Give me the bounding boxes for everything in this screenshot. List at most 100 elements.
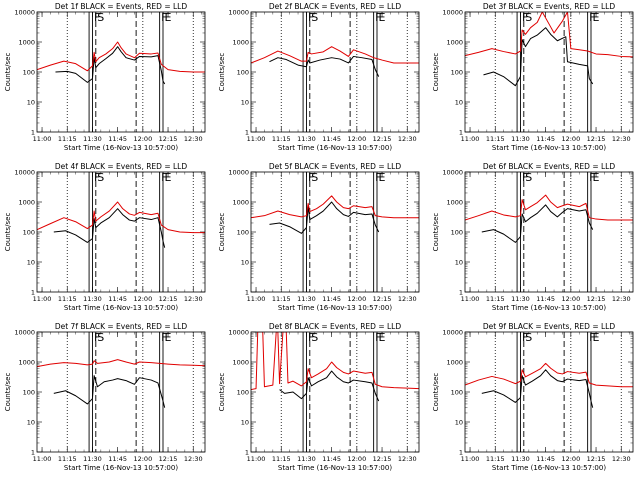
event-marker-label: S: [525, 331, 532, 344]
x-tick-label: 11:45: [108, 135, 127, 143]
x-axis-title: Start Time (16-Nov-13 10:57:00): [278, 144, 392, 152]
x-tick-label: 11:30: [511, 295, 530, 303]
x-tick-label: 12:30: [398, 455, 417, 463]
x-tick-label: 12:00: [347, 455, 366, 463]
x-axis-title: Start Time (16-Nov-13 10:57:00): [492, 144, 606, 152]
plot-frame: [36, 331, 206, 453]
series-line-events: [279, 370, 380, 402]
x-tick-label: 12:15: [159, 135, 178, 143]
y-tick-label: 10: [241, 98, 249, 106]
x-axis-title: Start Time (16-Nov-13 10:57:00): [64, 464, 178, 472]
x-tick-label: 11:45: [536, 455, 555, 463]
x-tick-label: 11:15: [272, 455, 291, 463]
panel-title: Det 5f BLACK = Events, RED = LLD: [269, 162, 402, 171]
panel-title: Det 3f BLACK = Events, RED = LLD: [483, 2, 616, 11]
x-tick-label: 11:45: [536, 135, 555, 143]
event-marker-label: F: [375, 331, 381, 344]
y-axis-title: Counts/sec: [218, 53, 226, 92]
x-tick-label: 11:00: [461, 455, 480, 463]
y-tick-label: 10: [241, 258, 249, 266]
y-tick-label: 10: [27, 418, 35, 426]
series-line-events: [269, 55, 380, 77]
y-axis-title: Counts/sec: [432, 373, 440, 412]
event-marker-label: F: [522, 171, 528, 184]
x-tick-label: 11:15: [486, 455, 505, 463]
y-tick-label: 100: [237, 228, 249, 236]
x-tick-label: 12:00: [561, 455, 580, 463]
event-marker-label: F: [161, 11, 167, 24]
plot-frame: [250, 11, 420, 133]
x-axis-title: Start Time (16-Nov-13 10:57:00): [278, 304, 392, 312]
event-marker-label: F: [375, 171, 381, 184]
x-tick-label: 11:30: [297, 135, 316, 143]
event-marker-label: F: [522, 331, 528, 344]
y-axis-title: Counts/sec: [4, 53, 12, 92]
event-marker-label: S: [311, 11, 318, 24]
y-tick-label: 10: [455, 258, 463, 266]
event-marker-label: F: [589, 171, 595, 184]
y-tick-label: 10000: [228, 8, 249, 16]
plot-frame: [464, 331, 634, 453]
y-tick-label: 100: [23, 68, 35, 76]
x-tick-label: 11:30: [297, 295, 316, 303]
event-marker-label: F: [94, 171, 100, 184]
x-tick-label: 12:15: [159, 295, 178, 303]
x-tick-label: 11:45: [536, 295, 555, 303]
y-tick-label: 10: [27, 258, 35, 266]
panel-title: Det 7f BLACK = Events, RED = LLD: [55, 322, 188, 331]
x-tick-label: 12:15: [373, 455, 392, 463]
panel-title: Det 6f BLACK = Events, RED = LLD: [483, 162, 616, 171]
y-tick-label: 1: [245, 288, 249, 296]
event-marker-label: E: [379, 11, 386, 24]
y-tick-label: 100: [451, 68, 463, 76]
y-tick-label: 1: [31, 448, 35, 456]
plot-frame: [464, 171, 634, 293]
y-tick-label: 1: [31, 288, 35, 296]
x-tick-label: 11:30: [511, 455, 530, 463]
x-tick-label: 12:30: [612, 135, 631, 143]
x-tick-label: 11:00: [461, 135, 480, 143]
x-axis-title: Start Time (16-Nov-13 10:57:00): [64, 144, 178, 152]
series-line-events: [53, 375, 166, 408]
x-axis-title: Start Time (16-Nov-13 10:57:00): [492, 464, 606, 472]
series-line-events: [483, 27, 594, 87]
panel-title: Det 1f BLACK = Events, RED = LLD: [55, 2, 188, 11]
series-line-events: [55, 46, 166, 85]
event-marker-label: F: [375, 11, 381, 24]
y-axis-title: Counts/sec: [218, 373, 226, 412]
event-marker-label: E: [165, 11, 172, 24]
y-tick-label: 100: [23, 228, 35, 236]
event-marker-label: F: [589, 11, 595, 24]
y-tick-label: 1000: [446, 38, 463, 46]
plot-frame: [36, 11, 206, 133]
y-axis-title: Counts/sec: [432, 53, 440, 92]
x-tick-label: 11:30: [297, 455, 316, 463]
y-tick-label: 1000: [18, 198, 35, 206]
x-tick-label: 11:00: [247, 135, 266, 143]
plot-frame: [36, 171, 206, 293]
event-marker-label: S: [525, 11, 532, 24]
x-tick-label: 11:45: [108, 455, 127, 463]
x-tick-label: 12:00: [133, 295, 152, 303]
event-marker-label: E: [593, 171, 600, 184]
x-tick-label: 12:30: [612, 295, 631, 303]
y-tick-label: 10: [27, 98, 35, 106]
x-tick-label: 11:45: [108, 295, 127, 303]
y-tick-label: 1000: [232, 38, 249, 46]
y-tick-label: 100: [23, 388, 35, 396]
y-tick-label: 10000: [442, 328, 463, 336]
event-marker-label: S: [311, 171, 318, 184]
x-tick-label: 12:30: [184, 455, 203, 463]
x-tick-label: 11:00: [247, 295, 266, 303]
plot-frame: [464, 11, 634, 133]
y-tick-label: 1: [459, 128, 463, 136]
x-tick-label: 11:30: [511, 135, 530, 143]
y-tick-label: 10000: [14, 328, 35, 336]
x-tick-label: 12:15: [373, 135, 392, 143]
y-tick-label: 1000: [18, 38, 35, 46]
x-tick-label: 11:45: [322, 295, 341, 303]
x-tick-label: 11:00: [33, 135, 52, 143]
event-marker-label: E: [165, 171, 172, 184]
panel-det-3f: Det 3f BLACK = Events, RED = LLD Counts/s…: [432, 2, 634, 152]
x-tick-label: 12:00: [561, 295, 580, 303]
